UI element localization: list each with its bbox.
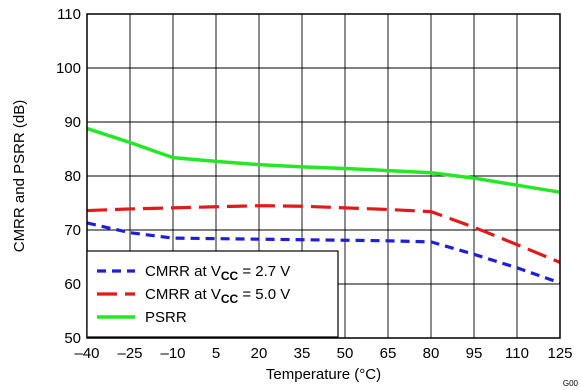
x-tick-label: –25 <box>117 345 142 362</box>
legend-label-3: PSRR <box>145 309 187 326</box>
x-tick-labels: –40 –25 –10 5 20 35 50 65 80 95 110 125 <box>74 345 572 362</box>
y-tick-label: 110 <box>57 6 81 23</box>
y-tick-label: 90 <box>64 114 81 131</box>
y-axis-title: CMRR and PSRR (dB) <box>11 100 28 253</box>
y-tick-label: 60 <box>64 276 81 293</box>
y-tick-label: 100 <box>56 60 81 77</box>
series-lines <box>86 126 561 285</box>
y-tick-labels: 50 60 70 80 90 100 110 <box>56 6 81 347</box>
series-line-1 <box>86 221 561 285</box>
y-tick-label: 80 <box>64 168 81 185</box>
x-tick-label: 80 <box>423 345 440 362</box>
x-tick-label: –10 <box>160 345 185 362</box>
legend-label-1: CMRR at VCC = 2.7 V <box>145 263 290 283</box>
y-tick-label: 70 <box>64 222 81 239</box>
x-axis-title: Temperature (°C) <box>266 366 381 383</box>
x-tick-label: 110 <box>505 345 529 362</box>
figure-id-label: G00 <box>563 379 579 388</box>
y-tick-label: 50 <box>64 330 81 347</box>
x-tick-label: –40 <box>74 345 99 362</box>
plot-frame <box>86 13 561 339</box>
series-line-3 <box>86 126 561 194</box>
x-tick-label: 35 <box>294 345 311 362</box>
series-line-2 <box>86 204 561 264</box>
x-tick-label: 20 <box>251 345 268 362</box>
legend-label-2: CMRR at VCC = 5.0 V <box>145 286 290 306</box>
legend: CMRR at VCC = 2.7 V CMRR at VCC = 5.0 V PS… <box>86 250 339 338</box>
x-tick-label: 50 <box>337 345 354 362</box>
x-tick-label: 65 <box>380 345 397 362</box>
x-tick-label: 125 <box>547 345 572 362</box>
x-tick-label: 5 <box>212 345 220 362</box>
x-tick-label: 95 <box>466 345 483 362</box>
